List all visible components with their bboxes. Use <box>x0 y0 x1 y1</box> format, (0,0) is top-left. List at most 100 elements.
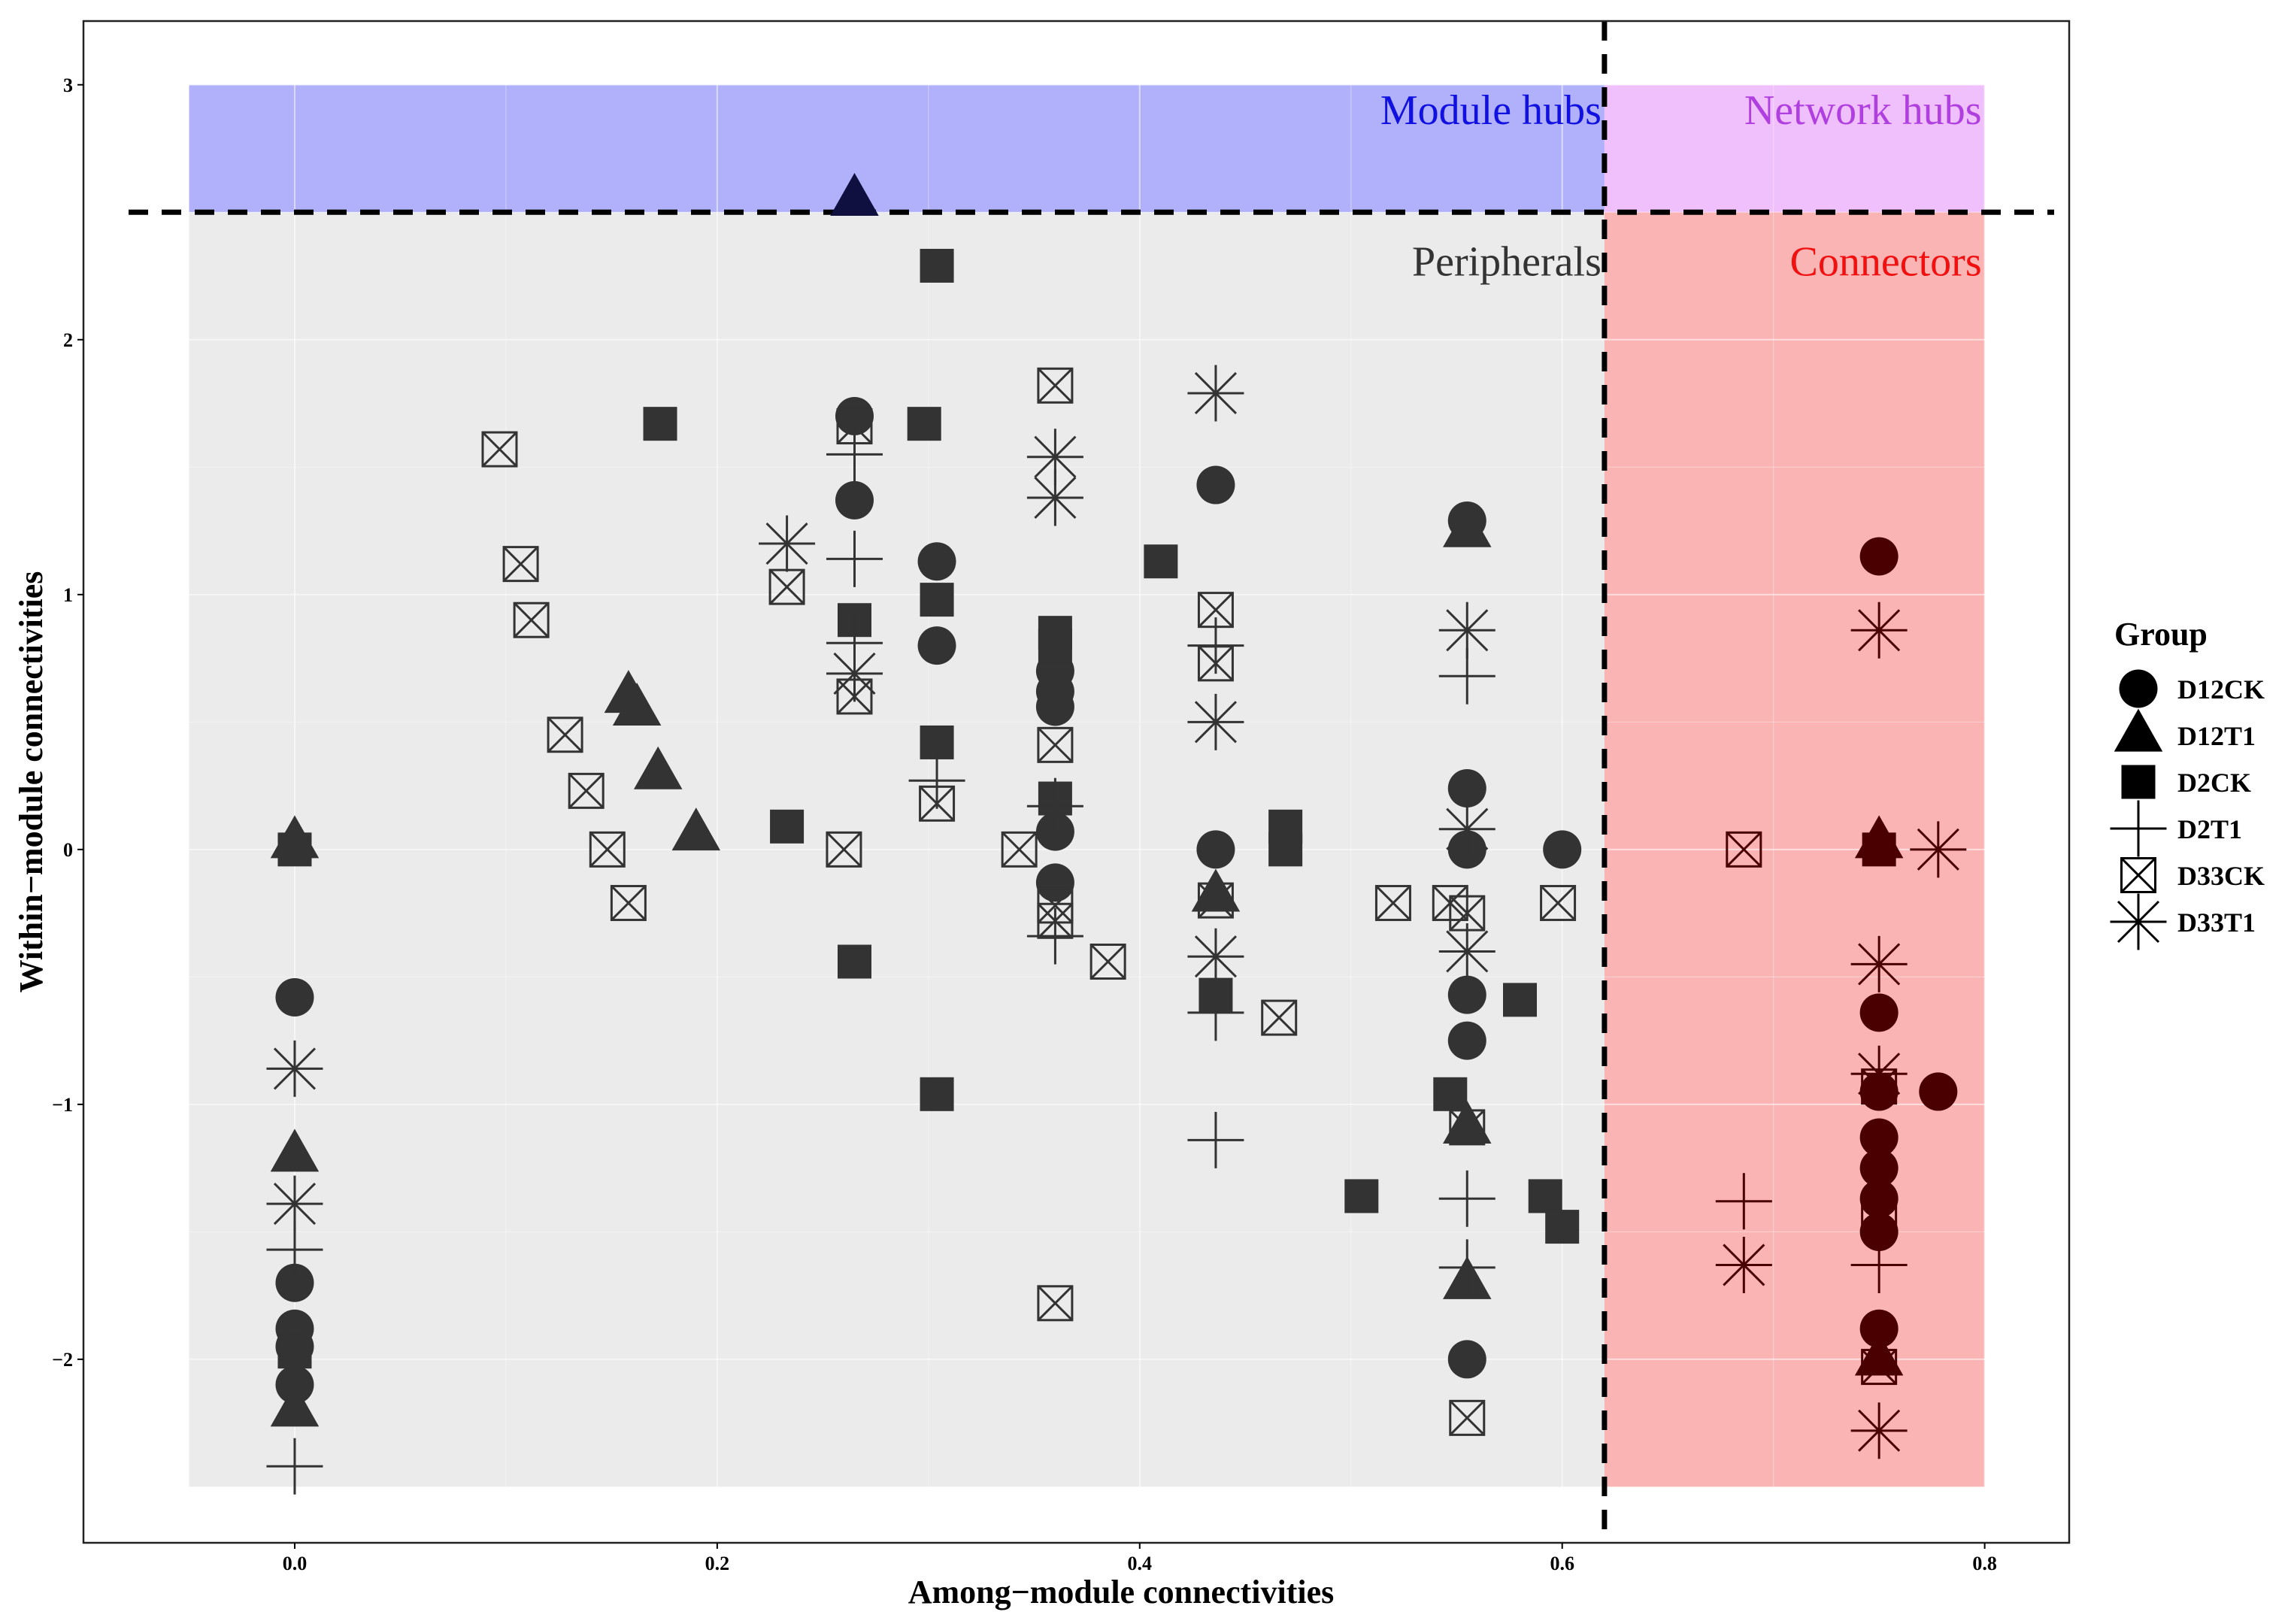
point-d2ck <box>643 407 677 441</box>
point-d33t1 <box>266 1040 323 1097</box>
legend-key-d2t1 <box>2110 800 2167 857</box>
point-d12ck <box>275 1263 314 1302</box>
point-d33ck <box>1861 1349 1898 1386</box>
point-d33ck <box>1726 831 1762 868</box>
legend-key-d2ck <box>2121 765 2156 799</box>
point-d2t1 <box>826 426 883 483</box>
point-d2ck <box>1144 544 1178 579</box>
point-d12ck <box>1859 993 1899 1032</box>
data-points <box>266 172 1967 1495</box>
point-d12t1 <box>1191 868 1241 912</box>
x-tick-label: 0.6 <box>1550 1553 1574 1574</box>
x-tick-label: 0.8 <box>1972 1553 1997 1574</box>
point-d2ck <box>920 583 954 617</box>
legend: Group D12CK D12T1 D2CK D2T1 D33CK D33T1 <box>2110 616 2265 950</box>
point-d12ck <box>917 542 956 581</box>
y-tick-label: 1 <box>63 584 73 606</box>
point-d12t1 <box>633 746 683 789</box>
legend-key-d33ck <box>2120 857 2156 893</box>
region-network-hubs <box>1604 84 1985 213</box>
point-d33t1 <box>1715 1236 1772 1293</box>
region-label-connectors: Connectors <box>1790 238 1982 285</box>
legend-label-d2ck: D2CK <box>2177 768 2251 798</box>
point-d2t1 <box>1438 1170 1495 1227</box>
point-d2ck <box>1344 1179 1379 1213</box>
point-d2ck <box>1503 983 1538 1017</box>
y-axis-ticks: −2 −1 0 1 2 3 <box>52 74 83 1371</box>
point-d33t1 <box>1438 801 1495 858</box>
region-labels: Module hubs Network hubs Peripherals Connec… <box>1380 87 1982 286</box>
legend-key-d12ck <box>2119 669 2158 708</box>
legend-label-d33ck: D33CK <box>2177 861 2265 891</box>
point-d12t1 <box>270 1383 320 1427</box>
region-module-hubs <box>189 84 1605 213</box>
point-d12ck <box>1035 863 1074 902</box>
x-tick-label: 0.4 <box>1128 1553 1153 1574</box>
point-d12ck <box>835 480 874 520</box>
point-d2t1 <box>1026 907 1083 965</box>
point-d33t1 <box>1187 365 1244 422</box>
point-d2t1 <box>908 752 965 809</box>
point-d12t1 <box>612 683 662 726</box>
point-d33ck <box>919 785 956 822</box>
point-d12ck <box>1447 1021 1486 1060</box>
point-d33ck <box>1037 367 1074 404</box>
point-d33t1 <box>826 645 883 702</box>
x-tick-label: 0.0 <box>283 1553 308 1574</box>
legend-key-d33t1 <box>2110 893 2167 950</box>
point-d33ck <box>1540 885 1577 922</box>
point-d33t1 <box>1438 923 1495 980</box>
point-d33t1 <box>1910 821 1967 878</box>
point-d33ck <box>1449 1109 1486 1146</box>
point-d12ck <box>917 626 956 665</box>
point-d33ck <box>1037 1285 1074 1322</box>
point-d2ck <box>1038 629 1072 663</box>
point-d33t1 <box>266 1175 323 1232</box>
point-d12t1 <box>1854 1332 1904 1376</box>
point-d33t1 <box>759 515 816 572</box>
point-d2ck <box>1528 1179 1562 1213</box>
legend-label-d33t1: D33T1 <box>2177 907 2256 938</box>
point-d33ck <box>1037 726 1074 763</box>
point-d33t1 <box>1438 601 1495 659</box>
legend-label-d12ck: D12CK <box>2177 674 2265 704</box>
plot-border <box>82 20 2071 1544</box>
point-d2ck <box>837 944 871 979</box>
point-d2ck <box>1268 832 1303 867</box>
point-d33ck <box>1089 944 1126 980</box>
point-d33ck <box>1261 999 1298 1036</box>
legend-key-d12t1 <box>2114 708 2163 752</box>
point-d2t1 <box>826 530 883 587</box>
point-d12ck <box>1859 537 1899 576</box>
point-d2t1 <box>1715 1173 1772 1230</box>
point-d12t1 <box>1443 504 1492 547</box>
point-d33t1 <box>1850 601 1908 659</box>
region-label-network-hubs: Network hubs <box>1744 87 1982 134</box>
point-d33ck <box>836 408 873 445</box>
y-tick-label: 3 <box>63 74 73 96</box>
legend-label-d2t1: D2T1 <box>2177 814 2242 844</box>
point-d33ck <box>513 601 550 638</box>
threshold-lines <box>129 21 2054 1543</box>
point-d2t1 <box>1850 1236 1908 1293</box>
x-tick-label: 0.2 <box>705 1553 730 1574</box>
point-d33ck <box>1374 885 1411 922</box>
grid-layer <box>83 21 2069 1543</box>
region-label-peripherals: Peripherals <box>1412 238 1602 285</box>
region-label-module-hubs: Module hubs <box>1380 87 1602 134</box>
point-d33ck <box>1197 645 1234 682</box>
point-d2t1 <box>266 1438 323 1495</box>
point-d33t1 <box>1850 1402 1908 1459</box>
region-layer <box>189 84 1985 1487</box>
point-d12ck <box>1196 830 1235 869</box>
point-d2ck <box>1862 832 1896 867</box>
point-d12ck <box>835 396 874 435</box>
point-d33ck <box>1449 1399 1486 1436</box>
y-tick-label: 0 <box>63 839 73 861</box>
point-d12ck <box>1447 768 1486 807</box>
legend-title: Group <box>2114 616 2208 653</box>
point-d12ck <box>1035 687 1074 726</box>
point-d2ck <box>920 248 954 283</box>
point-d12ck <box>1196 465 1235 504</box>
